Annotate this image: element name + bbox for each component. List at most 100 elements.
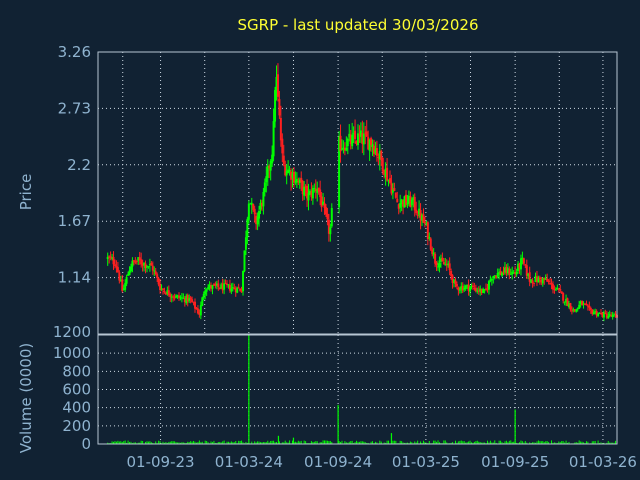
candle-body	[314, 189, 317, 192]
candle-body	[127, 274, 130, 276]
x-axis-ticks: 01-09-23 01-03-24 01-09-24 01-03-25 01-09-25…	[127, 453, 637, 471]
candle-body	[301, 180, 304, 195]
candle-body	[202, 293, 205, 298]
candle-body	[370, 138, 373, 146]
candle-body	[466, 284, 469, 286]
candle-body	[437, 266, 440, 268]
candle-body	[272, 121, 275, 157]
candle-body	[188, 298, 191, 301]
candle-body	[358, 134, 361, 136]
candle-body	[402, 200, 405, 207]
candle-body	[393, 187, 396, 191]
candle-body	[610, 314, 613, 317]
candle-body	[470, 286, 473, 288]
candle-body	[170, 296, 173, 298]
candle-body	[269, 160, 272, 171]
candle-body	[252, 203, 255, 210]
candle-body	[608, 314, 611, 316]
candle-body	[490, 278, 493, 281]
candle-body	[429, 238, 432, 250]
candle-body	[327, 219, 330, 234]
candle-body	[294, 181, 297, 183]
candle-body	[486, 288, 489, 290]
candle-body	[527, 273, 530, 277]
candle-body	[611, 314, 614, 317]
candle-body	[322, 201, 325, 206]
candle-body	[240, 291, 243, 293]
candle-body	[204, 290, 207, 295]
candle-body	[396, 198, 399, 203]
candle-body	[394, 192, 397, 198]
candle-body	[189, 297, 192, 300]
candle-body	[348, 133, 351, 138]
candle-body	[262, 191, 265, 207]
candle-body	[233, 287, 236, 290]
candle-body	[106, 256, 109, 260]
candle-body	[426, 222, 429, 240]
candle-body	[271, 154, 274, 164]
candle-body	[144, 263, 147, 268]
candle-body	[119, 280, 122, 282]
candle-body	[355, 141, 358, 144]
volume-axis-label: Volume (0000)	[17, 343, 35, 453]
candle-body	[326, 213, 329, 220]
candle-body	[361, 133, 364, 144]
candle-body	[205, 289, 208, 292]
candle-body	[508, 269, 511, 275]
candle-body	[221, 283, 224, 291]
candle-body	[560, 291, 563, 294]
candle-body	[569, 303, 572, 310]
candle-body	[381, 157, 384, 172]
candle-body	[290, 171, 293, 180]
candle-body	[455, 284, 458, 287]
candle-body	[604, 313, 607, 315]
candle-body	[140, 259, 143, 265]
candle-body	[595, 311, 598, 316]
candle-body	[425, 223, 428, 225]
candle-body	[129, 266, 132, 272]
candle-body	[586, 305, 589, 307]
candle-body	[493, 275, 496, 277]
candle-body	[390, 183, 393, 194]
candle-body	[260, 202, 263, 207]
candle-body	[432, 252, 435, 255]
candle-body	[118, 272, 121, 281]
candle-body	[356, 133, 359, 146]
candle-body	[116, 267, 119, 272]
candle-body	[191, 299, 194, 303]
x-tick-label: 01-09-24	[304, 453, 372, 471]
candle-body	[605, 313, 608, 318]
candle-body	[388, 178, 391, 183]
candle-body	[178, 295, 181, 298]
candle-body	[428, 237, 431, 239]
candle-body	[339, 135, 342, 152]
candle-body	[234, 288, 237, 293]
candle-body	[431, 249, 434, 254]
candle-body	[495, 275, 498, 278]
candle-body	[365, 131, 368, 137]
candle-body	[124, 283, 127, 290]
candle-body	[589, 308, 592, 310]
candle-body	[138, 257, 141, 261]
candle-body	[307, 192, 310, 201]
candle-body	[521, 257, 524, 259]
candle-body	[591, 309, 594, 314]
candle-body	[412, 197, 415, 201]
candle-body	[173, 297, 176, 299]
candle-body	[538, 277, 541, 280]
candle-body	[492, 276, 495, 278]
candle-body	[253, 208, 256, 215]
candle-body	[340, 148, 343, 150]
candle-body	[351, 134, 354, 147]
candle-body	[387, 179, 390, 181]
candle-body	[499, 271, 502, 275]
candle-body	[547, 280, 550, 283]
candle-body	[482, 288, 485, 294]
candle-body	[169, 294, 172, 297]
candle-body	[453, 279, 456, 283]
candle-body	[201, 297, 204, 306]
candle-body	[132, 260, 135, 262]
candle-body	[237, 287, 240, 289]
candle-body	[614, 313, 617, 315]
